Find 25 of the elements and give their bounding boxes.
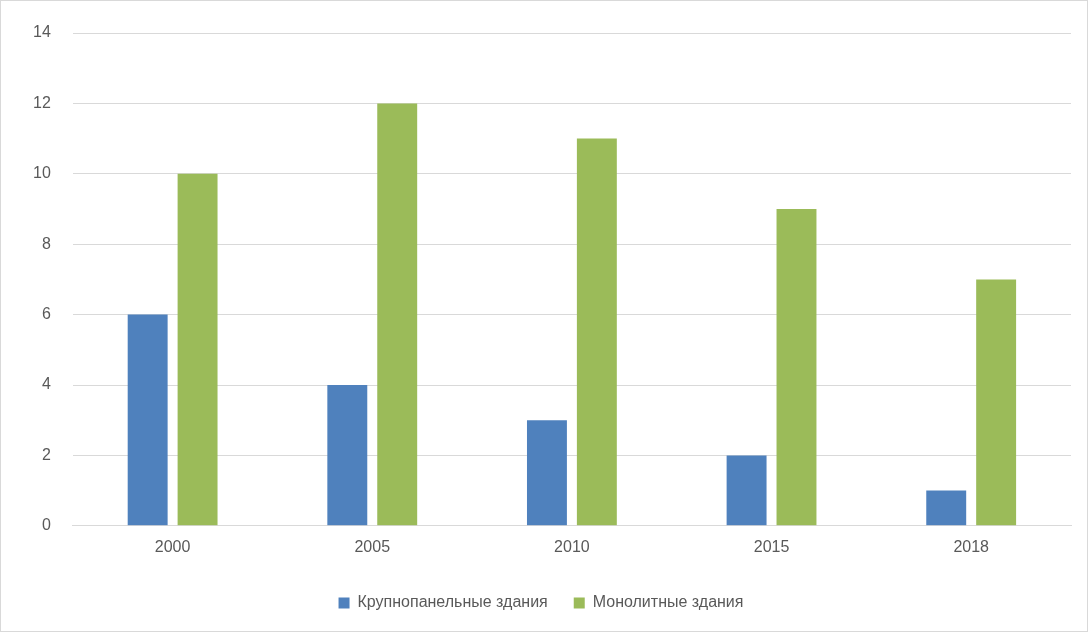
x-tick-label: 2000 xyxy=(154,537,191,555)
y-tick-label: 8 xyxy=(41,234,51,252)
bar xyxy=(576,138,617,526)
bar xyxy=(526,420,567,526)
x-tick-label: 2005 xyxy=(354,537,391,555)
bar xyxy=(726,455,767,526)
bar xyxy=(177,173,218,526)
bar xyxy=(377,103,418,526)
bar xyxy=(976,279,1017,526)
y-tick-label: 10 xyxy=(33,164,51,182)
y-tick-label: 6 xyxy=(41,305,51,323)
y-tick-label: 2 xyxy=(41,445,51,463)
y-tick-label: 4 xyxy=(41,375,51,393)
y-tick-label: 0 xyxy=(41,516,51,534)
y-tick-label: 12 xyxy=(33,93,51,111)
bar xyxy=(127,314,168,526)
legend-label: Крупнопанельные здания xyxy=(357,593,548,611)
x-tick-label: 2018 xyxy=(953,537,990,555)
y-tick-label: 14 xyxy=(33,23,51,41)
legend-label: Монолитные здания xyxy=(592,593,744,611)
bar xyxy=(327,385,368,526)
bar xyxy=(926,490,967,526)
x-tick-label: 2015 xyxy=(753,537,790,555)
bar xyxy=(776,209,817,526)
x-tick-label: 2010 xyxy=(554,537,590,555)
